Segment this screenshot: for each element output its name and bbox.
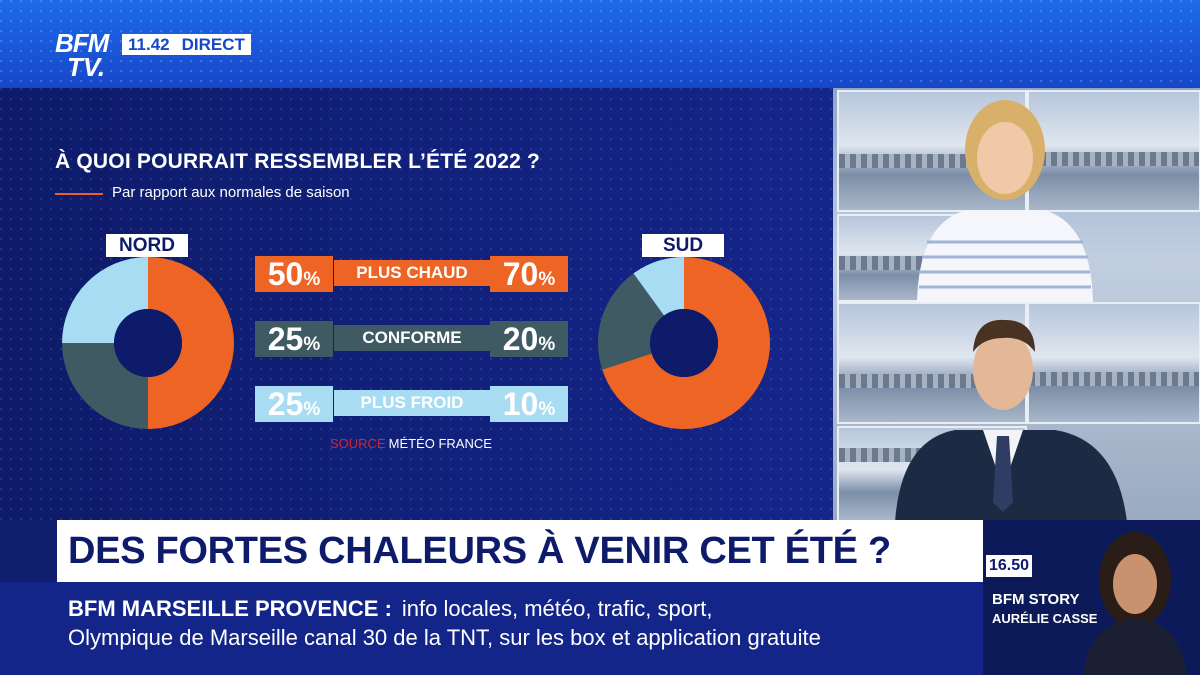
- south-normal-value: 20%: [490, 321, 568, 357]
- region-label-north: NORD: [106, 234, 188, 257]
- row-label-colder: PLUS FROID: [334, 390, 490, 416]
- presenter-woman: [917, 100, 1093, 302]
- donut-north-hole: [114, 309, 182, 377]
- region-label-south: SUD: [642, 234, 724, 257]
- donut-chart-north: [62, 257, 234, 429]
- channel-logo: BFM TV.: [55, 30, 117, 82]
- south-warmer-number: 70: [502, 256, 539, 292]
- logo-text-tv: TV.: [67, 52, 106, 82]
- weather-infographic: À QUOI POURRAIT RESSEMBLER L’ÉTÉ 2022 ? …: [0, 88, 833, 520]
- logo-text-bfm: BFM: [55, 28, 109, 58]
- north-colder-value: 25%: [255, 386, 333, 422]
- source-value: MÉTÉO FRANCE: [388, 436, 492, 451]
- percent-sign: %: [538, 269, 556, 290]
- north-warmer-number: 50: [267, 256, 304, 292]
- row-label-warmer: PLUS CHAUD: [334, 260, 490, 286]
- presenter-man: [895, 319, 1127, 522]
- donut-south-slice-warmer: [602, 257, 770, 429]
- south-colder-value: 10%: [490, 386, 568, 422]
- donut-north-slice-colder: [62, 257, 148, 343]
- north-normal-value: 25%: [255, 321, 333, 357]
- graphic-title: À QUOI POURRAIT RESSEMBLER L’ÉTÉ 2022 ?: [55, 150, 541, 173]
- donut-south-slice-colder: [633, 257, 684, 316]
- ticker-text-1: info locales, météo, trafic, sport,: [401, 596, 713, 621]
- percent-sign: %: [538, 334, 556, 355]
- window-pane: [1027, 90, 1200, 212]
- next-show-panel: [983, 520, 1200, 675]
- south-warmer-value: 70%: [490, 256, 568, 292]
- ticker-brand: BFM MARSEILLE PROVENCE :: [68, 596, 392, 621]
- percent-sign: %: [303, 269, 321, 290]
- studio-video: [833, 88, 1200, 522]
- subtitle-accent-line: [55, 193, 103, 195]
- row-label-normal: CONFORME: [334, 325, 490, 351]
- donut-north-slice-warmer: [148, 257, 234, 429]
- south-colder-number: 10: [502, 386, 539, 422]
- percent-sign: %: [303, 399, 321, 420]
- donut-chart-south: [598, 257, 770, 429]
- ticker-line-2: Olympique de Marseille canal 30 de la TN…: [68, 625, 821, 650]
- percent-sign: %: [538, 399, 556, 420]
- clock-time: 11.42: [128, 35, 170, 54]
- next-show-time: 16.50: [986, 555, 1032, 577]
- donut-north-slice-normal: [62, 343, 148, 429]
- graphic-subtitle: Par rapport aux normales de saison: [112, 184, 350, 201]
- news-ticker: [0, 582, 983, 675]
- ticker-line-1: BFM MARSEILLE PROVENCE : info locales, mé…: [68, 596, 712, 622]
- north-normal-number: 25: [267, 321, 304, 357]
- donut-south-hole: [650, 309, 718, 377]
- source-label: SOURCE: [330, 436, 386, 451]
- north-colder-number: 25: [267, 386, 304, 422]
- next-show-name: BFM STORY: [992, 591, 1080, 608]
- percent-sign: %: [303, 334, 321, 355]
- source-credit: SOURCE MÉTÉO FRANCE: [330, 436, 492, 451]
- headline-text: DES FORTES CHALEURS À VENIR CET ÉTÉ ?: [68, 530, 891, 572]
- donut-south-slice-normal: [598, 273, 665, 370]
- next-show-host: AURÉLIE CASSE: [992, 611, 1098, 626]
- host-portrait: [1083, 532, 1187, 675]
- live-label: DIRECT: [181, 35, 245, 54]
- top-bar: BFM TV. 11.42 DIRECT: [0, 0, 1200, 88]
- north-warmer-value: 50%: [255, 256, 333, 292]
- south-normal-number: 20: [502, 321, 539, 357]
- live-clock: 11.42 DIRECT: [122, 34, 251, 55]
